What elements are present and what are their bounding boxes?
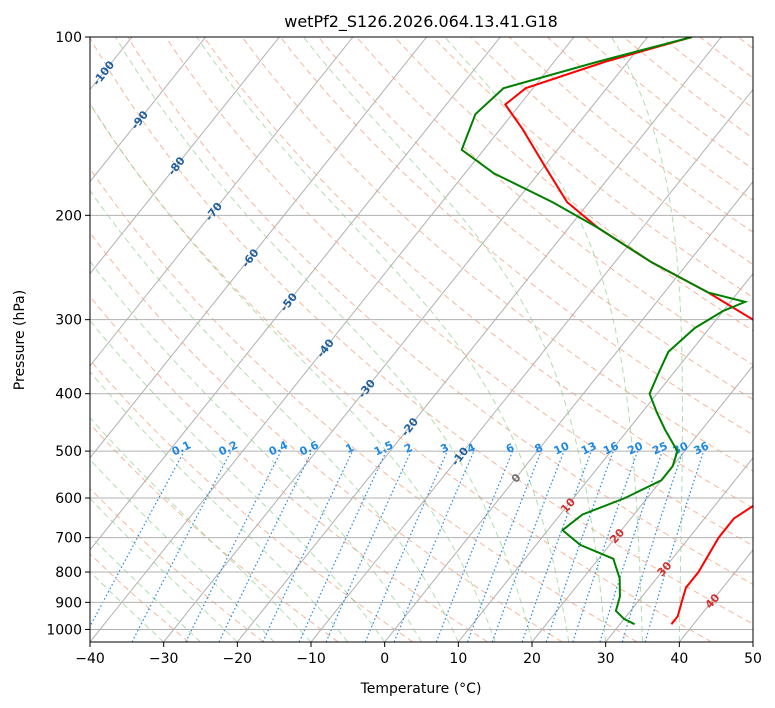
dry-adiabat [508,37,753,233]
dry-adiabat [470,37,753,265]
mixing-ratio-line [435,450,514,642]
plot-frame [89,36,754,643]
isotherm-line [90,37,428,459]
isotherm-line [236,37,722,642]
pressure-grid [90,37,753,630]
dry-adiabat [90,37,753,625]
y-tick-label: 700 [55,531,82,547]
moist-adiabats [90,37,683,642]
isotherm-line [457,272,753,642]
dry-adiabat [318,37,753,401]
chart-title: wetPf2_S126.2026.064.13.41.G18 [284,12,558,32]
mixing-ratio-label: 20 [626,439,646,457]
moist-adiabat [90,260,422,642]
x-tick-label: −20 [223,651,253,667]
mixing-ratio-label: 25 [650,439,669,457]
temperature-profile [503,37,753,625]
mixing-ratio-line [572,450,639,642]
x-tick-label: 10 [449,651,467,667]
mixing-ratio-line [185,450,282,642]
y-tick-label: 900 [55,595,82,611]
mixing-ratio-line [545,450,614,642]
isotherm-line [384,180,753,642]
moist-adiabat [196,37,570,642]
x-tick-label: 40 [670,651,688,667]
x-tick-label: −40 [75,651,105,667]
y-tick-label: 200 [55,208,82,224]
y-tick-label: 800 [55,565,82,581]
dry-adiabat [90,231,563,642]
mixing-ratio-label: 10 [552,439,572,457]
mixing-ratio-line [90,450,185,628]
isotherm-line [90,37,207,183]
mixing-ratio-label: 36 [692,439,712,457]
dry-adiabat [165,37,753,547]
x-tick-label: 0 [380,651,389,667]
x-axis-ticks: −40 −30 −20 −10 0 10 20 30 40 50 [75,642,762,667]
isotherm-line [531,364,753,642]
x-tick-label: −10 [296,651,326,667]
isotherm-line [90,37,280,275]
x-tick-label: 20 [523,651,541,667]
profile-series [460,37,753,626]
dry-adiabat [90,102,712,642]
dry-adiabat [432,37,753,298]
moist-adiabat [303,37,607,642]
mixing-ratio-line [364,450,448,642]
y-tick-label: 300 [55,313,82,329]
dry-adiabat [90,295,488,642]
y-tick-label: 400 [55,387,82,403]
y-tick-label: 500 [55,444,82,460]
y-tick-label: 600 [55,491,82,507]
x-tick-label: 30 [597,651,615,667]
isotherm-line [605,457,753,642]
mixing-ratio-line [466,450,542,642]
mixing-ratio-label: 16 [601,439,621,457]
isotherm-line [90,37,354,367]
x-tick-label: −30 [149,651,179,667]
isotherm-line [163,37,649,642]
x-tick-label: 50 [744,651,762,667]
moist-adiabat [444,37,643,642]
dry-adiabat [241,37,753,472]
y-axis-ticks: 1000 900 800 700 600 500 400 300 200 100 [46,30,90,638]
mixing-ratio-label: 13 [579,439,598,457]
y-tick-label: 100 [55,30,82,46]
dewpoint-profile [460,37,749,626]
moist-adiabat [90,497,238,642]
moist-adiabat [90,417,312,642]
mixing-ratio-line [621,450,684,642]
y-tick-label: 1000 [46,622,82,638]
mixing-ratio-line [491,450,565,642]
mixing-ratio-line [393,450,475,642]
mixing-ratio-label: 30 [671,439,691,457]
moist-adiabat [90,319,386,642]
dry-adiabat [203,37,753,509]
y-axis-label: Pressure (hPa) [12,290,28,390]
dry-adiabat [279,37,753,436]
isotherm-line [90,37,501,551]
mixing-ratio-lines [90,450,705,642]
mixing-ratio-line [521,450,592,642]
moist-adiabat [90,458,275,642]
mixing-ratio-line [325,450,412,642]
x-axis-label: Temperature (°C) [360,681,482,697]
moist-adiabat [90,535,201,642]
moist-adiabat [115,37,533,642]
mixing-ratio-line [599,450,663,642]
moist-adiabat [90,189,459,642]
mixing-ratio-line [644,450,705,642]
dry-adiabats [90,37,753,642]
mixing-ratio-line [218,450,313,642]
moist-adiabat [90,102,496,642]
